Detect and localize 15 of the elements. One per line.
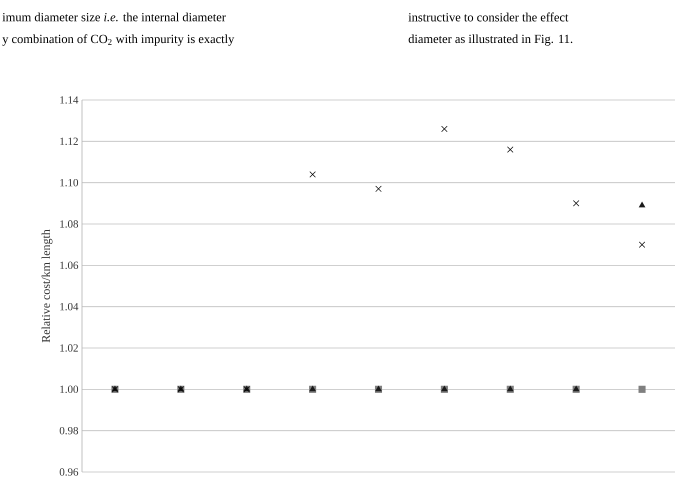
y-tick-label: 1.10	[60, 178, 78, 186]
y-tick-label: 1.00	[60, 386, 78, 394]
y-tick-label: 1.06	[60, 262, 78, 270]
y-tick-label: 1.08	[60, 220, 78, 228]
text: imum diameter size i.e. the internal diameter	[2, 12, 226, 22]
y-tick-label: 1.04	[60, 302, 78, 310]
y-axis-title: Relative cost/km length	[42, 229, 52, 342]
y-tick-label: 0.98	[60, 426, 78, 434]
y-tick-label: 1.12	[60, 138, 78, 146]
y-tick-label: 0.96	[60, 468, 78, 476]
y-tick-label: 1.14	[60, 96, 78, 104]
text: diameter as illustrated in Fig. 11.	[408, 34, 572, 46]
text: instructive to consider the effect	[408, 12, 568, 22]
y-tick-label: 1.02	[60, 344, 78, 352]
text: y combination of CO$_{2}$ with impurity is exactly	[2, 34, 234, 46]
